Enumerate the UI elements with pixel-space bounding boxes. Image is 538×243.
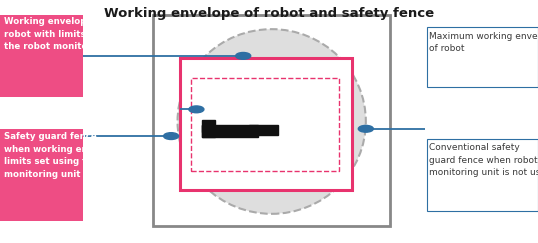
Bar [180,58,352,190]
Bar [427,139,538,211]
Circle shape [164,133,179,139]
Circle shape [236,52,251,59]
Bar [202,125,215,132]
Bar [191,78,339,171]
Bar [0,15,83,97]
Text: Maximum working envelope
of robot: Maximum working envelope of robot [429,32,538,53]
Bar [153,15,390,226]
Bar [427,27,538,87]
Bar [0,129,83,221]
Text: Working envelope of
robot with limits set using
the robot monitoring unit: Working envelope of robot with limits se… [4,17,133,51]
Bar [249,125,278,135]
Circle shape [358,125,373,132]
Ellipse shape [178,29,366,214]
Circle shape [189,106,204,113]
Text: Conventional safety
guard fence when robot
monitoring unit is not used: Conventional safety guard fence when rob… [429,143,538,177]
Bar [202,120,215,137]
Bar [202,125,258,137]
Text: Safety guard fence
when working envelope
limits set using the robot
monitoring u: Safety guard fence when working envelope… [4,132,128,179]
Text: Working envelope of robot and safety fence: Working envelope of robot and safety fen… [104,7,434,20]
